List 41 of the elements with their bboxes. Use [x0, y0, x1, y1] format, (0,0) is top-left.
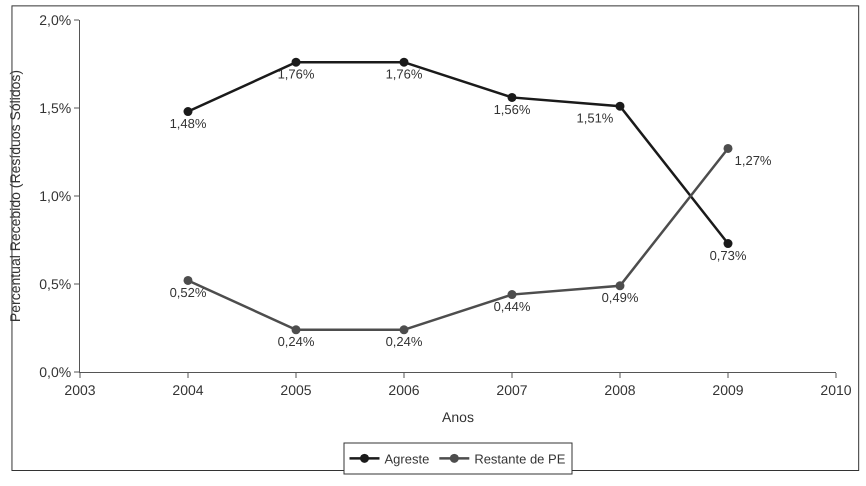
data-label: 0,24% — [278, 334, 315, 350]
data-label: 1,56% — [494, 102, 531, 117]
y-tick-label: 2,0% — [39, 12, 72, 28]
data-label: 0,44% — [494, 298, 531, 314]
x-tick-label: 2009 — [712, 382, 744, 398]
x-tick-label: 2006 — [388, 382, 420, 398]
y-tick-label: 1,0% — [39, 188, 72, 204]
x-tick-label: 2003 — [64, 382, 96, 398]
point — [724, 239, 732, 248]
data-label: 1,76% — [278, 66, 315, 82]
data-label: 1,51% — [576, 110, 614, 126]
data-label: 1,48% — [170, 116, 207, 131]
data-label: 0,24% — [386, 334, 423, 350]
point — [292, 325, 300, 334]
x-tick-label: 2008 — [604, 382, 636, 398]
point — [508, 92, 516, 102]
x-tick-label: 2004 — [172, 382, 204, 398]
y-axis-title: Percentual Recebido (Resíduos Sólidos) — [6, 70, 23, 322]
x-axis-title: Anos — [442, 409, 474, 426]
point — [616, 102, 624, 111]
x-tick-label: 2007 — [496, 382, 528, 398]
y-tick-label: 0,0% — [39, 364, 72, 380]
data-label: 0,52% — [170, 284, 207, 300]
point — [508, 290, 516, 300]
data-label: 1,27% — [734, 152, 772, 168]
y-tick-label: 1,5% — [39, 100, 72, 116]
point — [292, 58, 300, 67]
point — [400, 325, 408, 334]
data-label: 1,76% — [386, 66, 423, 82]
data-label: 0,49% — [602, 290, 639, 306]
x-tick-label: 2010 — [820, 382, 852, 398]
point — [184, 107, 192, 116]
legend-label: Agreste — [384, 451, 430, 466]
point — [616, 281, 624, 290]
legend-label: Restante de PE — [474, 451, 566, 466]
y-tick-label: 0,5% — [39, 276, 72, 292]
x-tick-label: 2005 — [280, 382, 312, 398]
point — [400, 58, 408, 67]
point — [184, 276, 192, 285]
data-label: 0,73% — [710, 248, 747, 263]
point — [724, 144, 732, 153]
